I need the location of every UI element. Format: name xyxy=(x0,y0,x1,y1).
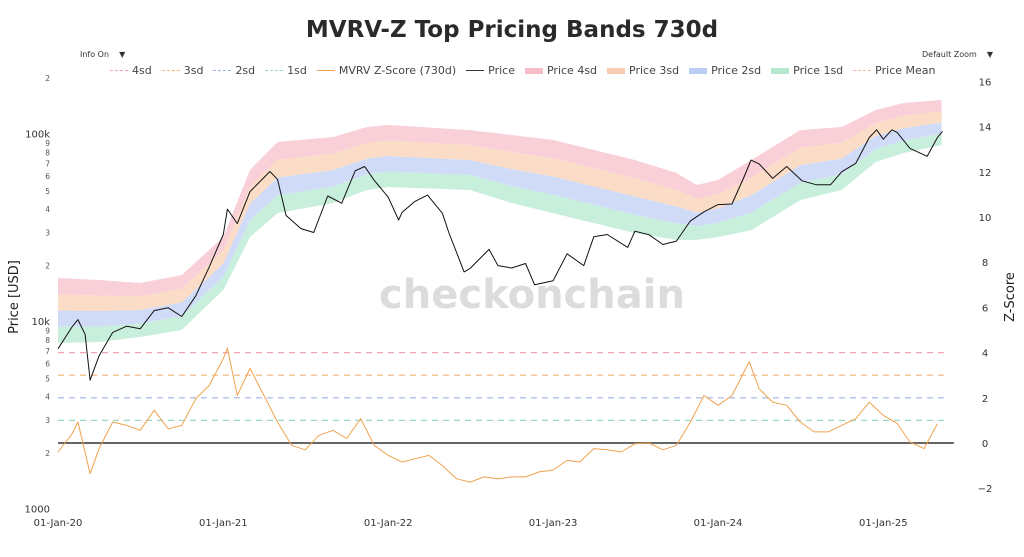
legend-item[interactable]: 4sd xyxy=(110,64,152,77)
y-left-tick-label: 100k xyxy=(25,130,50,141)
y-left-tick-label: 6 xyxy=(45,360,50,369)
legend-swatch xyxy=(110,70,128,71)
zoom-dropdown[interactable]: Default Zoom ▼ xyxy=(922,50,993,59)
y-left-tick-label: 10k xyxy=(31,317,50,328)
legend-swatch xyxy=(607,67,626,74)
y-left-tick-label: 8 xyxy=(45,336,50,345)
y-right-tick-label: 0 xyxy=(982,439,988,450)
legend-label: Price Mean xyxy=(875,64,936,77)
legend-label: Price 4sd xyxy=(546,64,598,77)
y-right-axis-title: Z-Score xyxy=(1003,272,1018,322)
legend-label: Price 2sd xyxy=(711,64,762,77)
y-left-tick-label: 9 xyxy=(45,327,50,336)
legend-swatch xyxy=(161,70,180,71)
legend-swatch xyxy=(853,70,872,71)
legend-item[interactable]: Price 1sd xyxy=(771,64,843,77)
dropdown-arrow-icon: ▼ xyxy=(986,50,993,59)
legend-label: 4sd xyxy=(132,64,152,77)
y-left-tick-label: 7 xyxy=(45,160,50,169)
info-toggle-dropdown[interactable]: Info On ▼ xyxy=(80,50,125,59)
legend-item[interactable]: Price xyxy=(466,64,515,77)
y-right-tick-label: 8 xyxy=(982,258,988,269)
y-right-tick-label: 2 xyxy=(982,394,988,405)
y-left-tick-label: 1000 xyxy=(25,505,50,516)
legend-swatch xyxy=(213,70,232,71)
legend-item[interactable]: Price 3sd xyxy=(607,64,679,77)
x-tick-label: 01-Jan-25 xyxy=(859,518,908,529)
y-left-tick-label: 7 xyxy=(45,347,50,356)
legend-item[interactable]: Price 4sd xyxy=(524,64,598,77)
legend-item[interactable]: 3sd xyxy=(161,64,204,77)
y-left-tick-label: 6 xyxy=(45,172,50,181)
zscore-line xyxy=(57,347,938,483)
legend-item[interactable]: 1sd xyxy=(265,64,307,77)
legend-label: 2sd xyxy=(235,64,256,77)
legend-swatch xyxy=(265,70,284,71)
y-right-tick-label: 14 xyxy=(979,123,992,134)
legend-item[interactable]: Price Mean xyxy=(853,64,935,77)
x-tick-label: 01-Jan-24 xyxy=(694,518,743,529)
y-right-tick-label: 10 xyxy=(979,213,992,224)
y-right-tick-label: −2 xyxy=(978,484,993,495)
x-tick-label: 01-Jan-20 xyxy=(34,518,83,529)
legend-label: Price 3sd xyxy=(629,64,680,77)
y-right-tick-label: 4 xyxy=(982,349,988,360)
legend-label: Price 1sd xyxy=(793,64,844,77)
legend-swatch xyxy=(524,67,543,74)
y-right-tick-label: 6 xyxy=(982,303,988,314)
y-left-tick-label: 5 xyxy=(45,187,50,196)
legend-swatch xyxy=(689,67,708,74)
y-right-tick-label: 16 xyxy=(979,77,992,88)
y-left-tick-label: 2 xyxy=(45,74,50,83)
legend-swatch xyxy=(771,67,790,74)
legend-label: 3sd xyxy=(183,64,204,77)
legend-item[interactable]: 2sd xyxy=(213,64,255,77)
legend-label: MVRV Z-Score (730d) xyxy=(338,64,457,77)
y-left-tick-label: 9 xyxy=(45,139,50,148)
x-tick-label: 01-Jan-21 xyxy=(199,518,248,529)
y-left-tick-label: 4 xyxy=(45,205,50,214)
y-left-axis-title: Price [USD] xyxy=(7,260,22,334)
legend-item[interactable]: Price 2sd xyxy=(689,64,761,77)
dropdown-arrow-icon: ▼ xyxy=(119,50,126,59)
legend-item[interactable]: MVRV Z-Score (730d) xyxy=(316,64,457,77)
band-4sd xyxy=(58,100,942,297)
y-left-tick-label: 3 xyxy=(45,229,50,238)
legend: 4sd 3sd 2sd 1sd MVRV Z-Score (730d) Price Pric… xyxy=(110,64,935,77)
y-left-tick-label: 2 xyxy=(45,262,50,271)
y-left-tick-label: 3 xyxy=(45,416,50,425)
legend-swatch xyxy=(316,70,335,71)
x-tick-label: 01-Jan-22 xyxy=(364,518,413,529)
legend-swatch xyxy=(466,70,485,71)
price-line xyxy=(57,129,943,381)
y-left-tick-label: 8 xyxy=(45,149,50,158)
legend-label: Price xyxy=(488,64,515,77)
y-left-tick-label: 4 xyxy=(45,393,50,402)
x-tick-label: 01-Jan-23 xyxy=(529,518,578,529)
y-left-tick-label: 5 xyxy=(45,374,50,383)
chart-title: MVRV-Z Top Pricing Bands 730d xyxy=(305,17,719,43)
y-left-tick-label: 2 xyxy=(45,449,50,458)
zoom-label: Default Zoom xyxy=(922,50,977,59)
legend-label: 1sd xyxy=(287,64,307,77)
y-right-tick-label: 12 xyxy=(979,168,992,179)
band-3sd xyxy=(58,111,942,311)
info-toggle-label: Info On xyxy=(80,50,110,59)
